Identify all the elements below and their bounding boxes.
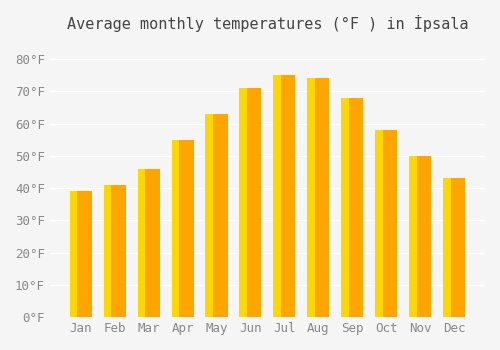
Bar — [104, 185, 126, 317]
Bar — [70, 191, 92, 317]
Bar — [443, 178, 451, 317]
Bar — [206, 114, 213, 317]
Bar — [375, 130, 383, 317]
Bar — [206, 114, 228, 317]
Bar — [409, 156, 417, 317]
Bar — [70, 191, 78, 317]
Bar — [274, 75, 295, 317]
Bar — [342, 98, 349, 317]
Bar — [375, 130, 398, 317]
Title: Average monthly temperatures (°F ) in İpsala: Average monthly temperatures (°F ) in İp… — [66, 15, 468, 32]
Bar — [138, 169, 145, 317]
Bar — [443, 178, 465, 317]
Bar — [138, 169, 160, 317]
Bar — [308, 78, 330, 317]
Bar — [240, 88, 247, 317]
Bar — [409, 156, 432, 317]
Bar — [240, 88, 262, 317]
Bar — [274, 75, 281, 317]
Bar — [104, 185, 112, 317]
Bar — [172, 140, 194, 317]
Bar — [308, 78, 315, 317]
Bar — [342, 98, 363, 317]
Bar — [172, 140, 179, 317]
